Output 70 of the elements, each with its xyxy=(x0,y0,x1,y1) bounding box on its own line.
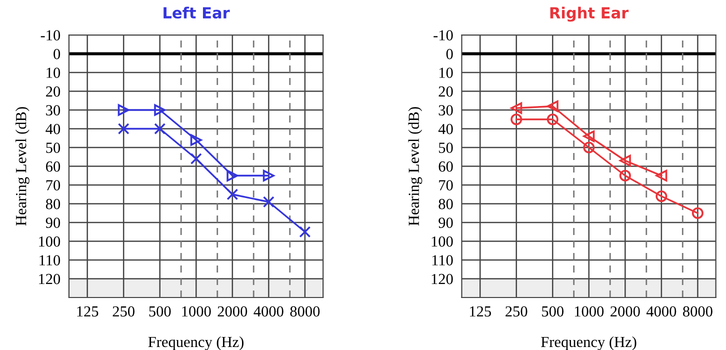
y-tick-label: 120 xyxy=(39,274,60,284)
y-tick-label: 120 xyxy=(432,274,453,284)
point xyxy=(619,170,631,182)
y-tick-label: 10 xyxy=(46,68,60,78)
point xyxy=(299,226,311,238)
point xyxy=(510,102,522,114)
x-tick-label: 8000 xyxy=(290,306,320,317)
point xyxy=(190,152,202,165)
x-axis-title: Frequency (Hz) xyxy=(148,336,244,350)
x-tick-label: 4000 xyxy=(646,306,676,317)
y-tick-label: 50 xyxy=(46,142,60,153)
x-tick-label: 1000 xyxy=(574,306,604,317)
point xyxy=(190,134,202,146)
x-tick-label: 8000 xyxy=(683,306,712,317)
y-tick-label: 80 xyxy=(46,198,60,210)
x-tick-label: 2000 xyxy=(610,306,640,317)
point xyxy=(262,170,274,182)
y-tick-label: 0 xyxy=(446,48,453,60)
y-tick-label: 90 xyxy=(438,218,453,228)
point xyxy=(510,114,522,126)
point xyxy=(154,104,166,116)
x-tick-label: 4000 xyxy=(254,306,284,317)
chart-title: Left Ear xyxy=(164,6,230,19)
x-tick-label: 500 xyxy=(542,306,564,317)
x-tick-label: 1000 xyxy=(182,306,211,317)
x-tick-label: 125 xyxy=(77,306,98,317)
y-tick-label: 70 xyxy=(46,180,60,190)
y-tick-label: 20 xyxy=(438,86,453,97)
x-tick-label: 2000 xyxy=(218,306,248,317)
point xyxy=(619,154,631,166)
y-tick-label: 110 xyxy=(432,255,453,266)
x-tick-label: 125 xyxy=(470,306,491,317)
point xyxy=(546,100,558,112)
point xyxy=(583,130,595,142)
x-tick-label: 250 xyxy=(506,306,528,317)
point xyxy=(154,122,166,135)
x-axis-title: Frequency (Hz) xyxy=(541,336,636,350)
y-tick-label: 50 xyxy=(439,142,453,153)
point xyxy=(226,170,238,182)
y-tick-label: 40 xyxy=(438,124,453,134)
y-tick-label: 40 xyxy=(46,124,60,134)
y-tick-label: 60 xyxy=(438,161,453,172)
point xyxy=(262,196,274,208)
y-tick-label: 80 xyxy=(438,198,453,210)
y-tick-label: 20 xyxy=(46,86,60,97)
y-tick-label: 100 xyxy=(432,236,453,247)
point xyxy=(692,207,704,219)
y-tick-label: -10 xyxy=(434,30,453,40)
y-tick-label: 110 xyxy=(40,255,60,266)
point xyxy=(118,104,130,116)
chart-title: Right Ear xyxy=(550,6,629,22)
y-tick-label: 30 xyxy=(438,105,453,116)
point xyxy=(546,114,558,126)
y-tick-label: 90 xyxy=(46,218,60,228)
x-tick-label: 250 xyxy=(112,306,134,317)
y-tick-label: 60 xyxy=(46,161,60,172)
point xyxy=(656,170,668,182)
point xyxy=(656,190,668,202)
y-tick-label: 30 xyxy=(46,105,60,116)
y-tick-label: 0 xyxy=(54,48,60,60)
y-tick-label: -10 xyxy=(40,30,60,40)
y-tick-label: 70 xyxy=(439,180,453,190)
point xyxy=(118,122,130,135)
y-axis-title: Hearing Level (dB) xyxy=(408,107,422,226)
y-tick-label: 100 xyxy=(39,236,60,247)
point xyxy=(226,188,238,200)
y-axis-title: Hearing Level (dB) xyxy=(15,107,30,226)
y-tick-label: 10 xyxy=(439,68,453,78)
point xyxy=(583,142,595,154)
x-tick-label: 500 xyxy=(149,306,171,317)
